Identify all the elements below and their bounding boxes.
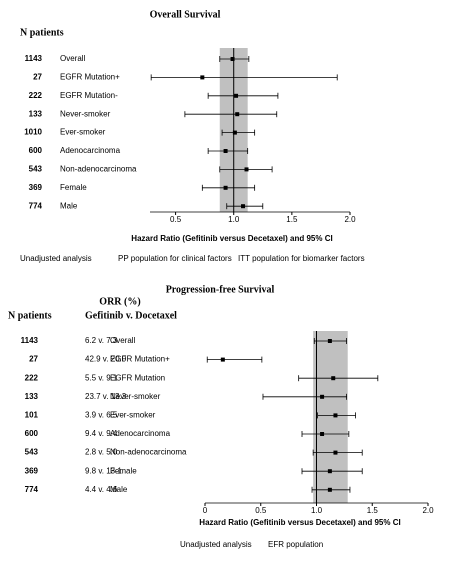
point-estimate: [241, 204, 246, 209]
point-estimate: [327, 339, 332, 343]
n-header: N patients: [20, 27, 64, 38]
row-label: Overall: [110, 336, 136, 345]
n-value: 369: [29, 183, 43, 192]
orr-value: 4.4 v. 4.6: [85, 485, 118, 494]
n-value: 133: [29, 109, 43, 118]
point-estimate: [220, 357, 225, 362]
n-value: 1143: [21, 336, 39, 345]
point-estimate: [235, 112, 240, 117]
x-tick-label: 0.5: [170, 215, 182, 224]
n-value: 774: [29, 201, 43, 210]
point-estimate: [223, 149, 228, 153]
footnote: EFR population: [268, 540, 323, 549]
row-label: Female: [110, 466, 137, 475]
n-value: 133: [25, 392, 39, 401]
orr-value: 5.5 v. 9.1: [85, 373, 118, 382]
row-label: Overall: [60, 54, 86, 63]
row-label: Ever-smoker: [60, 128, 106, 137]
footnote: ITT population for biomarker factors: [238, 254, 365, 263]
point-estimate: [234, 93, 239, 98]
x-axis-label: Hazard Ratio (Gefitinib versus Decetaxel…: [199, 518, 400, 527]
row-label: Adenocarcinoma: [110, 429, 171, 438]
point-estimate: [232, 130, 237, 135]
shaded-band: [313, 331, 348, 503]
x-tick-label: 0: [203, 506, 208, 515]
orr-value: 6.2 v. 7.3: [85, 336, 118, 345]
x-tick-label: 1.5: [286, 215, 298, 224]
x-tick-label: 1.0: [311, 506, 323, 515]
orr-value: 9.8 v. 13.1: [85, 466, 122, 475]
point-estimate: [320, 432, 325, 436]
point-estimate: [230, 57, 235, 61]
footnote: Unadjusted analysis: [180, 540, 252, 549]
point-estimate: [320, 394, 325, 399]
x-tick-label: 0.5: [255, 506, 267, 515]
n-value: 369: [25, 466, 39, 475]
n-value: 222: [25, 373, 39, 382]
point-estimate: [223, 185, 228, 190]
row-label: EGFR Mutation+: [60, 73, 120, 82]
footnote: PP population for clinical factors: [118, 254, 232, 263]
footnote: Unadjusted analysis: [20, 254, 92, 263]
row-label: Female: [60, 183, 87, 192]
n-value: 543: [29, 165, 43, 174]
point-estimate: [327, 487, 332, 492]
chart-title: Progression-free Survival: [166, 284, 275, 295]
n-value: 27: [29, 355, 38, 364]
row-label: Ever-smoker: [110, 411, 156, 420]
n-value: 222: [29, 91, 43, 100]
row-label: Non-adenocarcinoma: [110, 448, 187, 457]
point-estimate: [333, 413, 338, 418]
orr-value: 23.7 v. 13.3: [85, 392, 127, 401]
point-estimate: [331, 376, 336, 381]
orr-value: 42.9 v. 20.0: [85, 355, 127, 364]
x-tick-label: 2.0: [344, 215, 356, 224]
point-estimate: [327, 469, 332, 474]
chart-title: Overall Survival: [150, 9, 221, 20]
row-label: Never-smoker: [60, 109, 111, 118]
n-value: 543: [25, 448, 39, 457]
row-label: Adenocarcinoma: [60, 146, 121, 155]
row-label: EGFR Mutation+: [110, 355, 170, 364]
n-value: 27: [33, 73, 42, 82]
point-estimate: [200, 75, 205, 80]
x-axis-label: Hazard Ratio (Gefitinib versus Decetaxel…: [131, 234, 332, 243]
orr-value: 3.9 v. 6.5: [85, 411, 118, 420]
orr-header: ORR (%): [99, 296, 140, 307]
x-tick-label: 1.0: [228, 215, 240, 224]
orr-value: 9.4 v. 9.4: [85, 429, 118, 438]
n-value: 600: [25, 429, 39, 438]
x-tick-label: 2.0: [422, 506, 434, 515]
n-value: 774: [25, 485, 39, 494]
n-value: 1010: [24, 128, 42, 137]
row-label: Male: [60, 201, 78, 210]
x-tick-label: 1.5: [367, 506, 379, 515]
row-label: EGFR Mutation-: [60, 91, 118, 100]
orr-subheader: Gefitinib v. Docetaxel: [85, 310, 177, 321]
row-label: Never-smoker: [110, 392, 161, 401]
point-estimate: [244, 167, 249, 172]
orr-value: 2.8 v. 5.0: [85, 448, 118, 457]
row-label: Male: [110, 485, 128, 494]
n-value: 600: [29, 146, 43, 155]
n-value: 1143: [25, 54, 43, 63]
row-label: EGFR Mutation: [110, 373, 165, 382]
row-label: Non-adenocarcinoma: [60, 165, 137, 174]
point-estimate: [333, 450, 338, 455]
n-value: 101: [25, 411, 39, 420]
n-header: N patients: [8, 310, 52, 321]
